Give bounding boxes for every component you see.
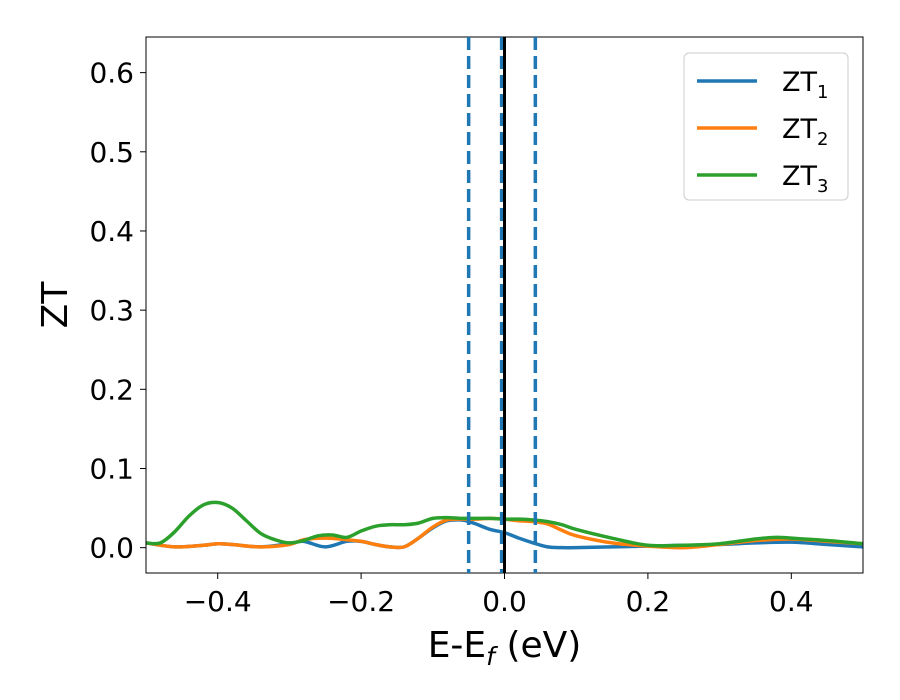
series-lines (146, 500, 863, 550)
legend-label-zt2: ZT2 (782, 114, 828, 150)
y-tick-label: 0.2 (89, 373, 134, 406)
x-tick-label: 0.2 (626, 585, 671, 618)
legend-label-zt1: ZT1 (782, 67, 828, 103)
y-tick-label: 0.1 (89, 452, 134, 485)
y-tick-label: 0.0 (89, 532, 134, 565)
y-tick-label: 0.6 (89, 57, 134, 90)
y-axis-label: ZT (35, 281, 76, 329)
legend-label-zt3: ZT3 (782, 161, 828, 197)
series-line-zt3 (146, 500, 863, 548)
y-tick-label: 0.4 (89, 215, 134, 248)
x-tick-label: 0.0 (482, 585, 527, 618)
x-axis-ticks: −0.4 −0.2 0.0 0.2 0.4 (184, 573, 814, 618)
y-tick-label: 0.3 (89, 294, 134, 327)
x-axis-label: E-Ef (eV) (428, 625, 582, 671)
y-tick-label: 0.5 (89, 136, 134, 169)
reference-lines (466, 37, 538, 573)
legend-box (683, 52, 849, 201)
y-axis-ticks: 0.0 0.1 0.2 0.3 0.4 0.5 0.6 (89, 57, 146, 565)
x-tick-label: −0.2 (327, 585, 395, 618)
legend: ZT1 ZT2 ZT3 (683, 52, 849, 201)
x-tick-label: −0.4 (184, 585, 252, 618)
x-tick-label: 0.4 (769, 585, 814, 618)
